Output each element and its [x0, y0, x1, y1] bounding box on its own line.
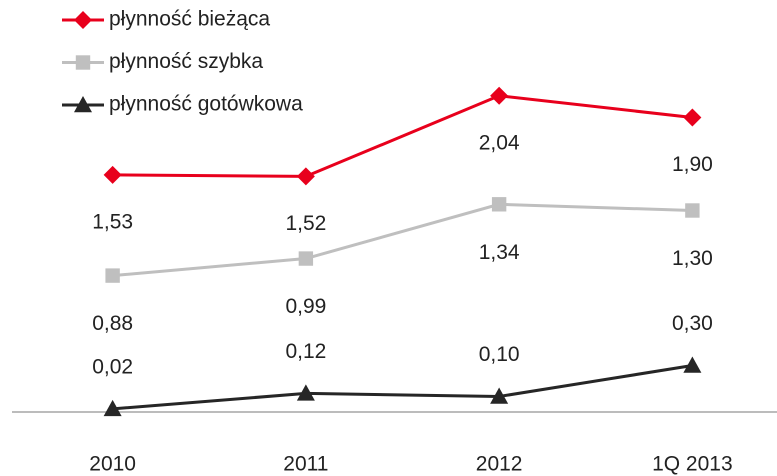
marker	[75, 55, 91, 70]
marker	[683, 108, 702, 127]
marker	[74, 11, 92, 29]
data-label: 1,52	[285, 212, 326, 235]
series-line	[112, 94, 693, 178]
series-line	[112, 202, 693, 278]
legend-label: płynność gotówkowa	[109, 93, 303, 116]
marker	[490, 86, 509, 105]
x-tick-label: 2012	[476, 453, 523, 476]
data-label: 0,99	[285, 295, 326, 318]
marker	[491, 197, 507, 212]
marker	[105, 268, 120, 283]
data-label: 0,12	[285, 340, 326, 363]
marker	[683, 356, 702, 373]
data-label: 0,88	[92, 312, 133, 335]
data-label: 1,90	[672, 153, 713, 176]
marker	[103, 165, 122, 184]
data-label: 2,04	[479, 131, 520, 154]
x-tick-label: 2010	[89, 453, 136, 476]
data-label: 1,30	[672, 247, 713, 270]
legend-label: płynność szybka	[109, 50, 263, 73]
data-label: 0,30	[672, 312, 713, 335]
marker	[685, 203, 700, 218]
data-label: 1,34	[479, 241, 520, 264]
series-line	[112, 364, 693, 411]
x-tick-label: 2011	[283, 453, 328, 476]
marker	[74, 96, 92, 113]
data-label: 1,53	[92, 210, 133, 233]
marker	[296, 384, 315, 401]
legend-label: płynność bieżąca	[109, 8, 270, 31]
marker	[298, 251, 314, 266]
x-tick-label: 1Q 2013	[652, 453, 733, 476]
data-label: 0,02	[92, 355, 133, 378]
data-label: 0,10	[479, 343, 520, 366]
marker	[103, 399, 122, 417]
marker	[490, 387, 509, 404]
marker	[296, 167, 315, 186]
